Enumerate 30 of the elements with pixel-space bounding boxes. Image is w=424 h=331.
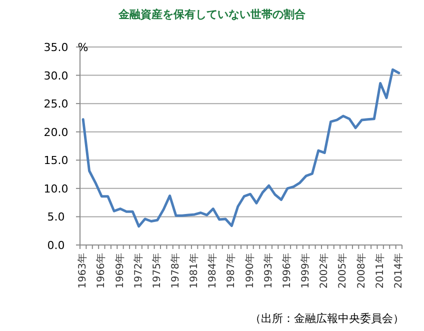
y-tick-label: 0.0 [47,239,65,252]
x-tick-label: 1963年 [76,253,89,288]
x-tick-label: 1975年 [150,253,163,288]
x-tick-label: 1999年 [300,253,312,288]
chart-title: 金融資産を保有していない世帯の割合 [118,8,306,21]
y-tick-label: 35.0 [44,41,68,54]
x-tick-label: 1990年 [244,253,256,288]
x-tick-label: 1987年 [225,253,238,288]
x-tick-label: 1996年 [280,253,293,288]
x-tick-label: 1984年 [206,253,219,288]
x-tick-label: 2014年 [392,253,404,288]
y-tick-label: 5.0 [47,210,65,224]
y-tick-label: 20.0 [44,126,68,139]
x-tick-label: 2005年 [336,253,349,288]
x-tick-label: 1978年 [169,253,182,288]
line-series [82,68,400,228]
x-tick-label: 1993年 [262,253,274,288]
x-tick-label: 1966年 [95,253,108,288]
x-tick-label: 2011年 [374,253,386,288]
x-tick-label: 1972年 [132,253,144,288]
x-tick-label: 1969年 [114,253,126,288]
x-tick-label: 2002年 [318,253,330,288]
x-tick-label: 1981年 [188,253,200,288]
x-tick-label: 2008年 [355,253,368,288]
text: （出所：金融広報中央委員会） [250,312,404,325]
y-axis-title: % [78,41,88,54]
y-tick-label: 30.0 [44,69,68,82]
y-tick-label: 15.0 [44,154,68,168]
y-tick-label: 25.0 [44,98,68,111]
y-tick-label: 10.0 [44,182,68,196]
